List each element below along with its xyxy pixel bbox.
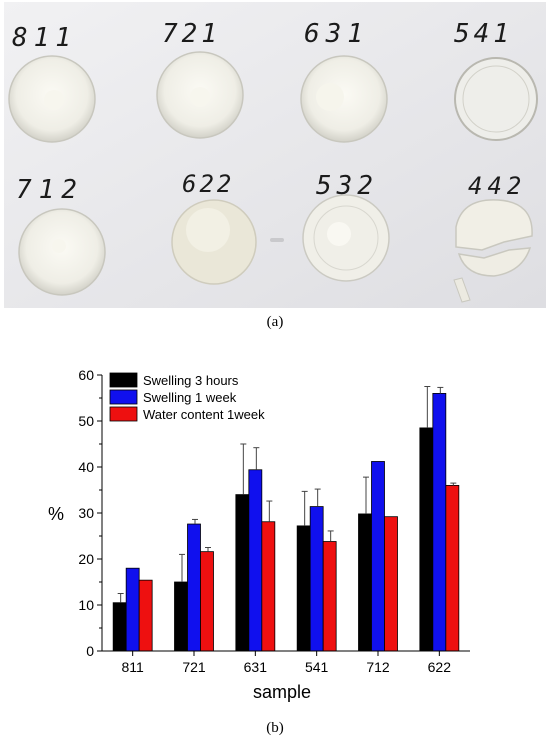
y-tick-label: 10 <box>78 597 94 613</box>
bar <box>138 579 153 652</box>
y-tick-label: 40 <box>78 459 94 475</box>
bar <box>419 427 434 652</box>
photo-label-541: 541 <box>454 19 513 49</box>
bars <box>112 393 460 652</box>
y-tick-label: 60 <box>78 367 94 383</box>
disc-541 <box>454 57 538 141</box>
bar <box>235 494 250 652</box>
disc-721 <box>156 51 244 139</box>
y-tick-label: 0 <box>86 643 94 659</box>
disc-532 <box>302 194 390 282</box>
bar <box>174 581 188 652</box>
x-tick-label: 712 <box>366 659 390 675</box>
x-axis-ticks: 811 721 631 541 712 622 <box>122 651 452 675</box>
photo-label-811: 811 <box>12 23 77 53</box>
disc-712 <box>18 208 106 296</box>
bar <box>296 525 311 652</box>
legend-swatch <box>109 406 138 422</box>
legend-label: Water content 1week <box>143 407 265 422</box>
bar <box>309 506 324 652</box>
y-tick-label: 20 <box>78 551 94 567</box>
bar <box>322 541 337 652</box>
photo-label-622: 622 <box>182 170 234 198</box>
y-tick-label: 50 <box>78 413 94 429</box>
error-bars <box>117 386 457 603</box>
bar <box>371 461 385 652</box>
sample-photo: 811 721 631 541 712 622 532 442 <box>4 2 546 308</box>
x-axis-label: sample <box>253 682 311 702</box>
y-axis-ticks: 0 10 20 30 40 50 60 <box>78 367 102 659</box>
disc-442-broken <box>453 199 533 303</box>
legend: Swelling 3 hours Swelling 1 week Water con… <box>109 372 265 422</box>
y-tick-label: 30 <box>78 505 94 521</box>
bar <box>112 602 127 652</box>
photo-label-631: 631 <box>304 19 369 49</box>
photo-label-721: 721 <box>162 19 221 49</box>
bar <box>432 393 447 652</box>
legend-label: Swelling 3 hours <box>143 373 239 388</box>
swelling-bar-chart: 0 10 20 30 40 50 60 811 721 631 541 712 622 % sampl… <box>48 367 470 702</box>
x-tick-label: 811 <box>122 659 145 675</box>
disc-622 <box>171 199 257 285</box>
photo-label-712: 712 <box>16 175 84 205</box>
disc-631 <box>300 55 388 143</box>
x-tick-label: 631 <box>244 659 268 675</box>
y-axis-label: % <box>48 504 64 524</box>
bar <box>200 551 214 652</box>
caption-b: (b) <box>266 720 284 736</box>
photo-label-442: 442 <box>468 172 526 200</box>
legend-label: Swelling 1 week <box>143 390 237 405</box>
caption-a: (a) <box>266 314 284 330</box>
bar <box>358 513 372 652</box>
x-tick-label: 721 <box>182 659 206 675</box>
bar <box>187 523 201 652</box>
debris-fragment <box>270 238 284 242</box>
bar <box>384 516 398 652</box>
bar <box>261 521 276 652</box>
legend-swatch <box>109 389 138 405</box>
disc-811 <box>8 55 96 143</box>
legend-swatch <box>109 372 138 388</box>
x-tick-label: 622 <box>428 659 452 675</box>
bar <box>125 567 140 652</box>
x-tick-label: 541 <box>305 659 329 675</box>
bar <box>445 484 460 652</box>
bar <box>248 469 263 652</box>
